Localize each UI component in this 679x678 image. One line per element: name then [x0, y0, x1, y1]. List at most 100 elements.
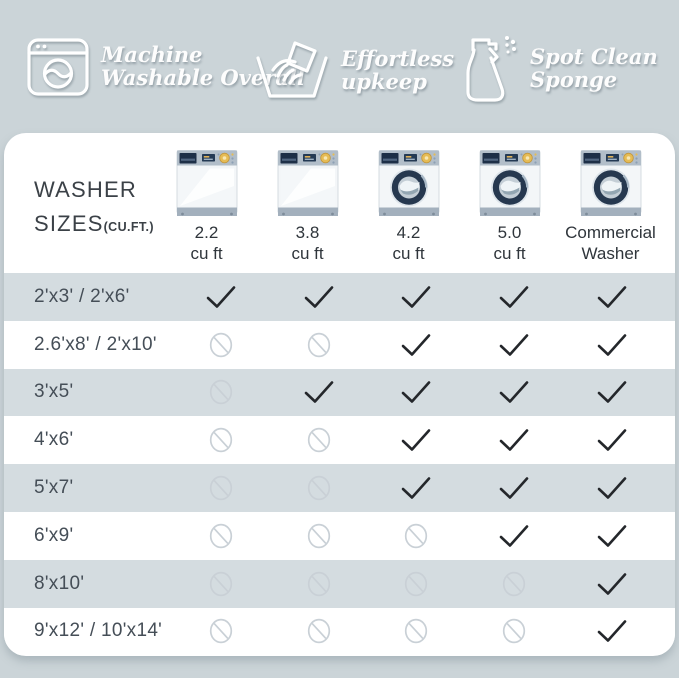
fits-cell — [563, 284, 661, 310]
no-fit-cell — [368, 617, 466, 645]
chart-title-line1: WASHER — [34, 173, 154, 207]
rug-size-label: 6'x9' — [34, 524, 74, 546]
no-fit-cell — [172, 426, 270, 454]
prohibited-icon — [501, 617, 527, 645]
spray-clean-icon — [462, 34, 520, 104]
no-fit-cell — [172, 378, 270, 406]
checkmark-icon — [597, 379, 627, 405]
no-fit-cell — [270, 522, 368, 550]
feature-label: Spot Clean Sponge — [530, 44, 658, 92]
checkmark-icon — [597, 618, 627, 644]
fits-cell — [270, 379, 368, 405]
front-load-washer-icon — [479, 144, 541, 220]
prohibited-icon — [208, 474, 234, 502]
chart-title-sizes: SIZES — [34, 211, 104, 237]
rug-size-label: 3'x5' — [34, 381, 74, 403]
compatibility-rows: 2'x3' / 2'x6' 2.6'x8' / 2'x10' 3'x5' — [4, 273, 675, 656]
top-load-washer-icon — [176, 144, 238, 220]
checkmark-icon — [401, 284, 431, 310]
prohibited-icon — [208, 570, 234, 598]
no-fit-cell — [270, 331, 368, 359]
checkmark-icon — [304, 379, 334, 405]
fits-cell — [465, 475, 563, 501]
chart-title-washer: WASHER — [34, 177, 137, 202]
checkmark-icon — [401, 379, 431, 405]
checkmark-icon — [206, 284, 236, 310]
table-row: 9'x12' / 10'x14' — [4, 607, 675, 656]
washer-columns: 2.2 cu ft 3.8 cu ft 4.2 cu ft 5.0 cu ft Commerci… — [156, 144, 661, 264]
prohibited-icon — [306, 426, 332, 454]
prohibited-icon — [208, 331, 234, 359]
table-row: 6'x9' — [4, 511, 675, 560]
feature-spray-clean: Spot Clean Sponge — [462, 34, 658, 104]
rug-size-label: 8'x10' — [34, 572, 85, 594]
checkmark-icon — [499, 379, 529, 405]
checkmark-icon — [597, 284, 627, 310]
no-fit-cell — [368, 570, 466, 598]
fits-cell — [465, 427, 563, 453]
washer-size-label: 2.2 cu ft — [190, 223, 223, 263]
feature-washing-machine: Machine Washable Overall — [27, 38, 305, 96]
rug-size-label: 2'x3' / 2'x6' — [34, 285, 130, 307]
no-fit-cell — [172, 474, 270, 502]
front-load-washer-icon — [378, 144, 440, 220]
fits-cell — [563, 427, 661, 453]
table-row: 2'x3' / 2'x6' — [4, 273, 675, 321]
checkmark-icon — [401, 475, 431, 501]
chart-title-cuft: (CU.FT.) — [103, 220, 154, 235]
prohibited-icon — [208, 426, 234, 454]
fits-cell — [368, 379, 466, 405]
checkmark-icon — [401, 427, 431, 453]
fits-cell — [368, 332, 466, 358]
no-fit-cell — [270, 426, 368, 454]
prohibited-icon — [208, 522, 234, 550]
table-row: 3'x5' — [4, 368, 675, 417]
washing-machine-icon — [27, 38, 91, 96]
prohibited-icon — [306, 570, 332, 598]
washer-column-5-0: 5.0 cu ft — [459, 144, 560, 264]
checkmark-icon — [597, 332, 627, 358]
no-fit-cell — [465, 570, 563, 598]
washer-column-3-8: 3.8 cu ft — [257, 144, 358, 264]
fits-cell — [563, 379, 661, 405]
table-row: 8'x10' — [4, 559, 675, 608]
no-fit-cell — [172, 331, 270, 359]
feature-label: Machine Washable Overall — [101, 42, 305, 90]
chart-title: WASHER SIZES(CU.FT.) — [34, 173, 154, 241]
fits-cell — [368, 475, 466, 501]
feature-hand-wash: Effortless upkeep — [255, 40, 454, 102]
fits-cell — [563, 475, 661, 501]
no-fit-cell — [270, 474, 368, 502]
rug-size-label: 4'x6' — [34, 429, 74, 451]
washer-size-label: 4.2 cu ft — [392, 223, 425, 263]
prohibited-icon — [403, 570, 429, 598]
table-row: 2.6'x8' / 2'x10' — [4, 320, 675, 369]
checkmark-icon — [499, 427, 529, 453]
no-fit-cell — [270, 570, 368, 598]
prohibited-icon — [208, 617, 234, 645]
fits-cell — [172, 284, 270, 310]
table-row: 4'x6' — [4, 416, 675, 465]
prohibited-icon — [306, 331, 332, 359]
fits-cell — [270, 284, 368, 310]
no-fit-cell — [270, 617, 368, 645]
washer-column-4-2: 4.2 cu ft — [358, 144, 459, 264]
checkmark-icon — [597, 571, 627, 597]
fits-cell — [563, 332, 661, 358]
prohibited-icon — [208, 378, 234, 406]
no-fit-cell — [172, 522, 270, 550]
fits-cell — [465, 284, 563, 310]
table-row: 5'x7' — [4, 464, 675, 512]
prohibited-icon — [501, 570, 527, 598]
no-fit-cell — [172, 570, 270, 598]
fits-cell — [465, 379, 563, 405]
washer-size-label: Commercial Washer — [565, 223, 656, 263]
washer-size-chart-card: WASHER SIZES(CU.FT.) 2.2 cu ft 3.8 cu ft 4.2… — [4, 133, 675, 656]
checkmark-icon — [597, 475, 627, 501]
fits-cell — [563, 618, 661, 644]
washer-size-label: 3.8 cu ft — [291, 223, 324, 263]
no-fit-cell — [368, 522, 466, 550]
feature-label: Effortless upkeep — [341, 46, 455, 94]
fits-cell — [563, 571, 661, 597]
fits-cell — [563, 523, 661, 549]
